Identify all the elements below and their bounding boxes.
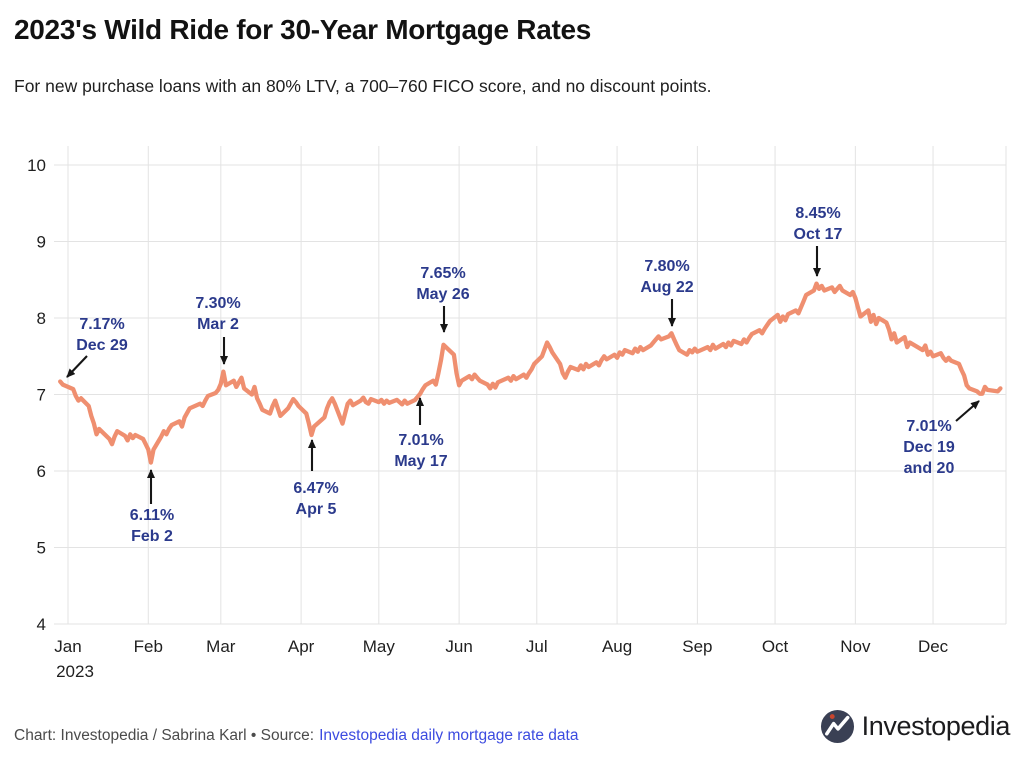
y-tick-label: 7 [37,386,46,405]
investopedia-logo-text: Investopedia [861,711,1011,741]
annotation-label: 7.17% Dec 29 [76,316,128,354]
annotation-label: 6.47% Apr 5 [293,480,338,518]
x-tick-label: Sep [682,637,712,656]
y-tick-label: 4 [37,615,46,634]
page-title: 2023's Wild Ride for 30-Year Mortgage Ra… [14,14,592,45]
annotation-arrow [66,355,88,378]
x-tick-label: Aug [602,637,632,656]
x-tick-label: Nov [840,637,871,656]
annotations: 7.17% Dec 29 6.11% Feb 2 7.30% Mar 2 6.47% Apr … [66,205,980,545]
vertical-gridlines [67,146,1007,624]
rate-line [58,281,1003,465]
x-tick-label: Jan [54,637,81,656]
annotation-label: 7.30% Mar 2 [195,295,240,333]
chart-subtitle: For new purchase loans with an 80% LTV, … [14,76,712,96]
x-tick-label: Oct [762,637,789,656]
source-link[interactable]: Investopedia daily mortgage rate data [319,727,579,744]
x-tick-label: Dec [918,637,949,656]
x-tick-label: Mar [206,637,236,656]
credit-line: Chart: Investopedia / Sabrina Karl • Sou… [14,727,578,745]
x-tick-label: Jun [445,637,472,656]
annotation-label: 7.01% May 17 [394,432,447,470]
credit-text: Chart: Investopedia / Sabrina Karl • Sou… [14,727,315,744]
investopedia-logo[interactable]: Investopedia [820,709,1010,744]
logo-dot [829,714,835,720]
annotation-arrow [955,400,980,422]
annotation-label: 7.01% Dec 19 and 20 [903,418,955,477]
y-tick-label: 9 [37,233,46,252]
annotation-label: 8.45% Oct 17 [794,205,843,243]
x-tick-label: Jul [526,637,548,656]
x-axis-year-label: 2023 [56,662,94,681]
y-tick-label: 6 [37,462,46,481]
x-tick-label: Feb [134,637,163,656]
y-tick-label: 8 [37,309,46,328]
y-tick-label: 5 [37,539,46,558]
annotation-label: 7.80% Aug 22 [640,258,693,296]
horizontal-gridlines [54,164,1006,625]
mortgage-rate-line-chart: 4 5 6 7 8 9 10 Jan Feb Mar Apr May Jun Jul Aug Sep Oct No… [27,146,1007,681]
x-tick-label: Apr [288,637,315,656]
rate-line-series [58,281,1003,465]
y-tick-label: 10 [27,156,46,175]
investopedia-logo-icon [820,709,854,744]
x-tick-label: May [363,637,396,656]
annotation-label: 6.11% Feb 2 [130,507,174,545]
axis-labels: 4 5 6 7 8 9 10 Jan Feb Mar Apr May Jun Jul Aug Sep Oct No… [27,156,949,681]
annotation-label: 7.65% May 26 [416,265,469,303]
